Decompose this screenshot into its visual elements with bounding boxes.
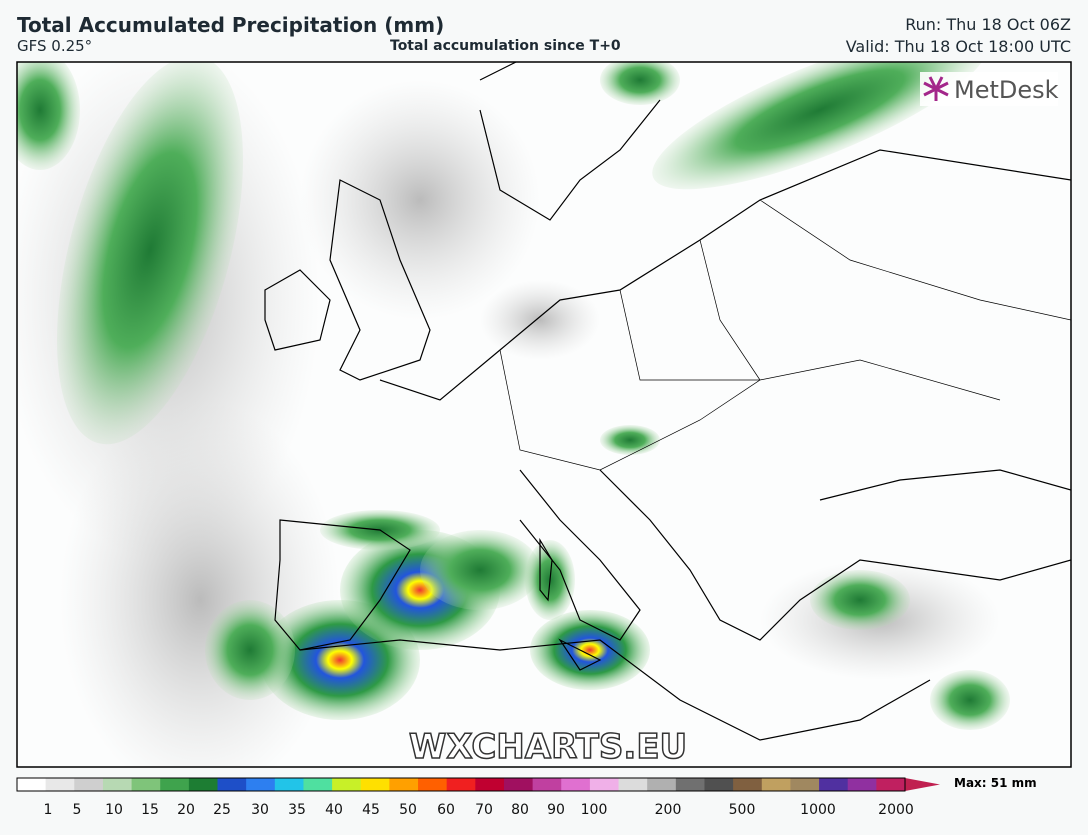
colorbar-label: 500 — [729, 802, 756, 818]
model: GFS 0.25° — [17, 37, 93, 55]
colorbar-swatch — [246, 778, 276, 791]
colorbar-swatch — [675, 778, 705, 791]
max-value: Max: 51 mm — [954, 776, 1037, 790]
colorbar-swatch — [503, 778, 534, 791]
colorbar-label: 5 — [73, 802, 82, 818]
colorbar-swatch — [303, 778, 333, 791]
colorbar-swatch — [217, 778, 247, 791]
run-time: Run: Thu 18 Oct 06Z — [905, 15, 1071, 34]
map-frame — [16, 61, 1072, 768]
colorbar-swatch — [733, 778, 763, 791]
colorbar-label: 2000 — [878, 802, 914, 818]
colorbar-label: 70 — [475, 802, 493, 818]
colorbar-label: 200 — [655, 802, 682, 818]
colorbar-swatch — [647, 778, 677, 791]
colorbar-swatch — [274, 778, 304, 791]
colorbar-arrow — [905, 778, 940, 791]
colorbar-swatch — [332, 778, 362, 791]
precip-field — [17, 62, 1071, 767]
logo-icon — [923, 76, 949, 101]
colorbar-swatch — [618, 778, 648, 791]
colorbar-label: 15 — [141, 802, 159, 818]
colorbar-swatch — [790, 778, 820, 791]
colorbar-swatch — [761, 778, 791, 791]
watermark: WXCHARTS.EU — [409, 727, 687, 767]
colorbar-label: 50 — [399, 802, 417, 818]
colorbar-swatch — [819, 778, 849, 791]
colorbar-label: 10 — [105, 802, 123, 818]
valid-time: Valid: Thu 18 Oct 18:00 UTC — [845, 37, 1071, 56]
colorbar-swatch — [475, 778, 505, 791]
subtitle: Total accumulation since T+0 — [390, 38, 621, 54]
colorbar-swatch — [74, 778, 104, 791]
colorbar-swatch — [589, 778, 620, 791]
colorbar-swatch — [704, 778, 734, 791]
colorbar-label: 90 — [547, 802, 565, 818]
coastlines — [264, 62, 1071, 741]
colorbar-swatch — [131, 778, 161, 791]
colorbar-swatch — [360, 778, 390, 791]
colorbar: 1 5 10 15 20 25 30 35 40 45 50 60 70 80 90 100 200 500 100… — [16, 777, 940, 818]
colorbar-swatch — [847, 778, 877, 791]
colorbar-swatch — [45, 778, 75, 791]
colorbar-label: 35 — [288, 802, 306, 818]
colorbar-swatch — [102, 778, 133, 791]
colorbar-label: 80 — [511, 802, 529, 818]
title: Total Accumulated Precipitation (mm) — [17, 13, 445, 37]
colorbar-swatch — [160, 778, 190, 791]
colorbar-swatch — [446, 778, 476, 791]
colorbar-outline — [16, 777, 906, 792]
colorbar-label: 30 — [251, 802, 269, 818]
colorbar-swatch — [389, 778, 419, 791]
colorbar-label: 25 — [213, 802, 231, 818]
borders — [499, 199, 1071, 471]
colorbar-label: 60 — [437, 802, 455, 818]
colorbar-swatch — [532, 778, 562, 791]
colorbar-swatch — [561, 778, 591, 791]
colorbar-label: 100 — [581, 802, 608, 818]
colorbar-label: 45 — [362, 802, 380, 818]
colorbar-swatch — [876, 778, 906, 791]
colorbar-swatch — [418, 778, 448, 791]
colorbar-label: 20 — [177, 802, 195, 818]
colorbar-label: 40 — [325, 802, 343, 818]
logo-text: MetDesk — [954, 76, 1059, 104]
colorbar-swatch — [17, 778, 47, 791]
colorbar-label: 1000 — [800, 802, 836, 818]
colorbar-swatch — [188, 778, 219, 791]
colorbar-label: 1 — [44, 802, 53, 818]
